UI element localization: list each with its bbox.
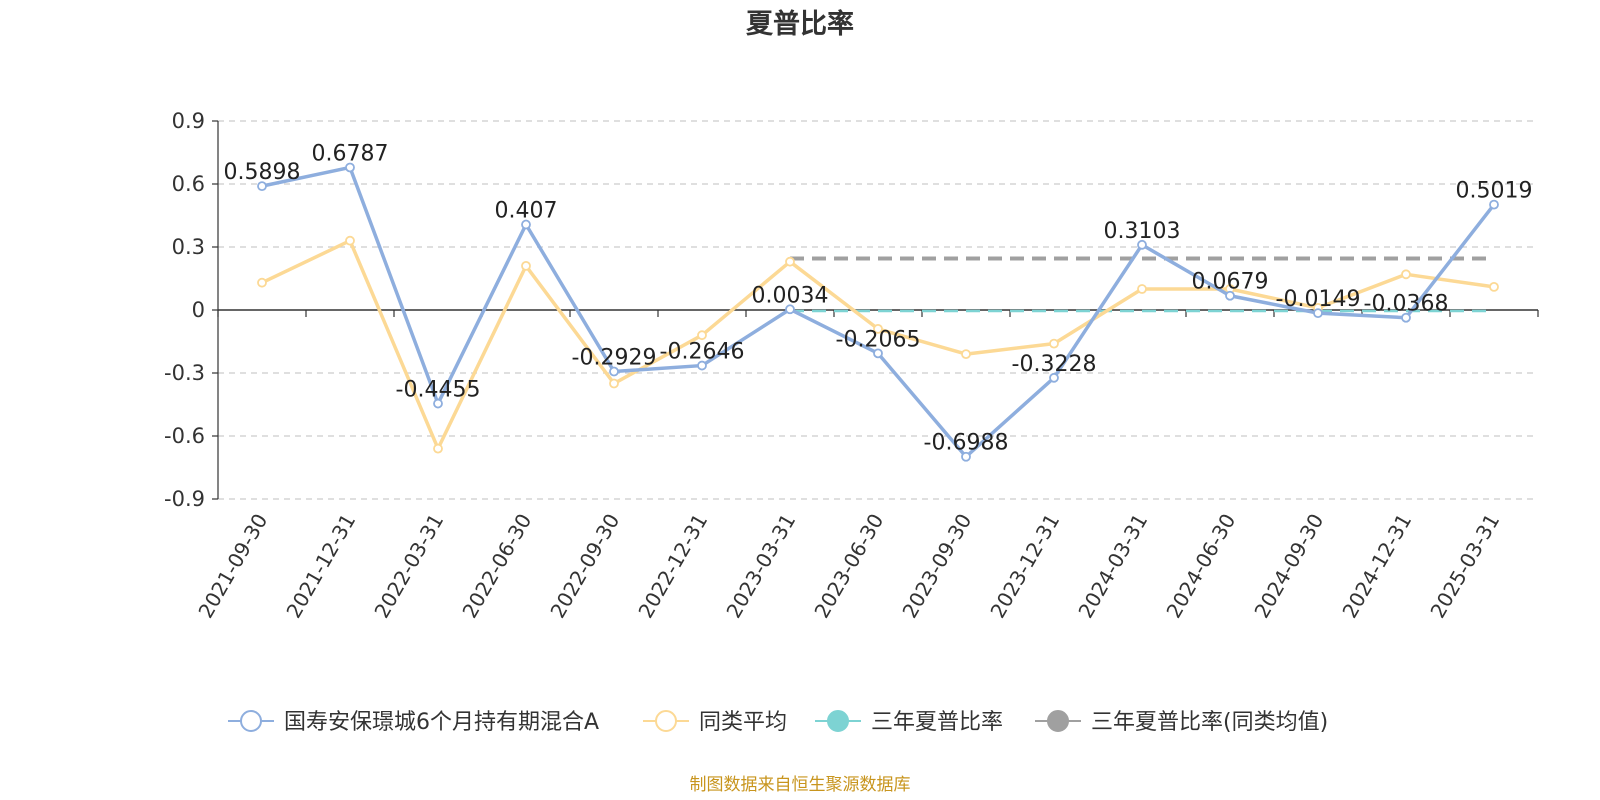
x-tick-label: 2024-06-30 [1161, 510, 1240, 623]
fund-point [345, 162, 355, 173]
fund-point [873, 348, 883, 359]
y-tick-label: -0.9 [164, 487, 205, 511]
legend-marker [827, 710, 849, 732]
legend-label: 国寿安保璟城6个月持有期混合A [284, 710, 599, 735]
fund-point [257, 181, 267, 192]
x-tick-label: 2023-09-30 [897, 510, 976, 623]
data-label: 0.6787 [312, 141, 389, 166]
category-average-point [521, 260, 531, 271]
legend-label: 三年夏普比率 [871, 710, 1003, 735]
x-tick-label: 2023-03-31 [721, 510, 800, 623]
y-tick-label: 0.6 [172, 172, 205, 196]
data-label: -0.2646 [660, 340, 745, 365]
x-tick-label: 2022-09-30 [545, 510, 624, 623]
data-label: -0.0149 [1276, 287, 1361, 312]
legend-label: 三年夏普比率(同类均值) [1091, 710, 1328, 735]
data-label: 0.407 [495, 199, 558, 224]
category-average-point [345, 235, 355, 246]
legend-marker [655, 710, 677, 732]
y-tick-label: 0.3 [172, 235, 205, 259]
data-label: -0.2929 [572, 346, 657, 371]
data-label: -0.2065 [836, 327, 921, 352]
category-average-point [697, 330, 707, 341]
y-axis: 0.9 0.6 0.3 0 -0.3 -0.6 -0.9 [164, 109, 219, 511]
fund-point [1137, 239, 1147, 250]
source-note: 制图数据来自恒生聚源数据库 [690, 775, 911, 795]
x-tick-label: 2022-06-30 [457, 510, 536, 623]
fund-point [433, 398, 443, 409]
legend-marker [240, 710, 262, 732]
category-average-point [961, 349, 971, 360]
fund-point [1489, 199, 1499, 210]
data-labels: 0.5898 0.6787 -0.4455 0.407 -0.2929 -0.2646 0.… [224, 141, 1533, 455]
reference-lines [790, 256, 1494, 313]
y-tick-label: 0 [192, 298, 205, 322]
legend[interactable]: 国寿安保璟城6个月持有期混合A 同类平均 三年夏普比率 三年夏普比率(同类均值) [228, 710, 1328, 735]
fund-point [1049, 372, 1059, 383]
fund-point [609, 366, 619, 377]
x-tick-label: 2021-12-31 [281, 510, 360, 623]
category-average-point [257, 277, 267, 288]
data-label: -0.6988 [924, 431, 1009, 456]
legend-label: 同类平均 [699, 710, 787, 735]
data-label: 0.5898 [224, 160, 301, 185]
category-average-point [433, 443, 443, 454]
x-tick-label: 2022-03-31 [369, 510, 448, 623]
x-tick-label: 2023-12-31 [985, 510, 1064, 623]
fund-point [1401, 312, 1411, 323]
data-label: -0.3228 [1012, 352, 1097, 377]
x-tick-label: 2022-12-31 [633, 510, 712, 623]
x-tick-label: 2024-12-31 [1337, 510, 1416, 623]
fund-point [697, 360, 707, 371]
category-average-point [1137, 284, 1147, 294]
data-label: -0.4455 [396, 378, 481, 403]
x-tick-label: 2024-09-30 [1249, 510, 1328, 623]
x-tick-label: 2025-03-31 [1425, 510, 1504, 623]
legend-marker [1047, 710, 1069, 732]
x-tick-label: 2024-03-31 [1073, 510, 1152, 623]
y-tick-label: -0.6 [164, 424, 205, 448]
fund-point [1225, 290, 1235, 301]
fund-point [961, 451, 971, 462]
category-average-point [1489, 281, 1499, 292]
grid [218, 120, 1538, 500]
fund-point [1313, 308, 1323, 319]
category-average-point [873, 323, 883, 334]
category-average-point [1401, 269, 1411, 280]
data-label: 0.3103 [1104, 219, 1181, 244]
data-label: 0.0679 [1192, 270, 1269, 295]
x-tick-label: 2021-09-30 [193, 510, 272, 623]
data-label: -0.0368 [1364, 292, 1449, 317]
category-average-point [1049, 338, 1059, 349]
data-label: 0.5019 [1456, 179, 1533, 204]
category-average-point [609, 378, 619, 389]
category-average-point [785, 256, 795, 267]
fund-point [785, 304, 795, 315]
y-tick-label: -0.3 [164, 361, 205, 385]
data-label: 0.0034 [752, 283, 829, 308]
y-tick-label: 0.9 [172, 109, 205, 133]
fund-point [521, 219, 531, 230]
x-tick-label: 2023-06-30 [809, 510, 888, 623]
series-lines [257, 162, 1499, 462]
x-axis: 2021-09-30 2021-12-31 2022-03-31 2022-06-30… [193, 309, 1539, 623]
chart-title: 夏普比率 [746, 8, 854, 40]
